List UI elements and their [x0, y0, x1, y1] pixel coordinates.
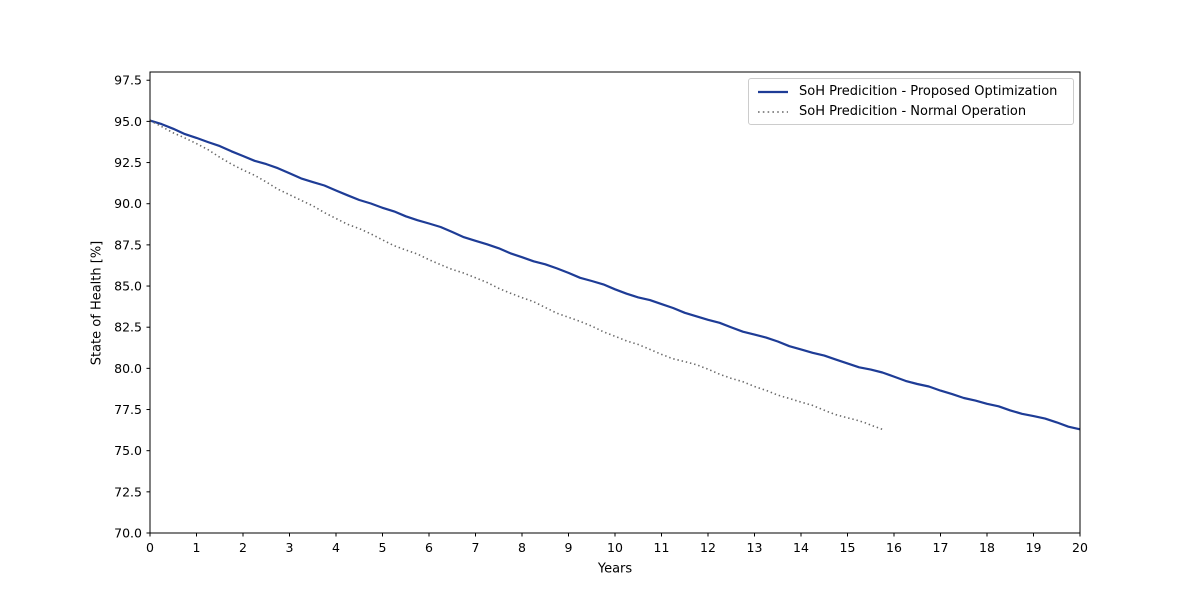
dotted-line-sample-icon	[758, 110, 788, 113]
series-line-normal-operation	[149, 119, 883, 431]
y-axis-label: State of Health [%]	[89, 240, 105, 366]
legend-label-normal-operation: SoH Predicition - Normal Operation	[799, 104, 1027, 119]
y-tick-label: 90.0	[114, 196, 142, 211]
x-tick-label: 1	[193, 540, 201, 555]
x-tick-label: 17	[933, 540, 949, 555]
y-tick-label: 97.5	[114, 73, 142, 88]
x-tick-label: 10	[607, 540, 623, 555]
plot-frame	[149, 71, 1081, 534]
x-tick-label: 11	[654, 540, 670, 555]
y-tick-label: 85.0	[114, 279, 142, 294]
y-tick-label: 72.5	[114, 484, 142, 499]
x-tick-label: 14	[793, 540, 809, 555]
y-tick-label: 92.5	[114, 155, 142, 170]
x-tick-label: 19	[1026, 540, 1042, 555]
y-tick-label: 95.0	[114, 114, 142, 129]
x-tick-label: 13	[747, 540, 763, 555]
x-tick-label: 9	[565, 540, 573, 555]
y-tick-label: 77.5	[114, 402, 142, 417]
y-tick-label: 87.5	[114, 237, 142, 252]
y-tick-label: 70.0	[114, 526, 142, 541]
solid-line-sample-icon	[758, 90, 788, 93]
legend-item-normal-operation: SoH Predicition - Normal Operation	[756, 102, 1067, 121]
series-line-proposed-optimization	[149, 119, 1081, 431]
x-tick-label: 7	[472, 540, 480, 555]
x-tick-label: 6	[425, 540, 433, 555]
x-tick-label: 0	[146, 540, 154, 555]
x-tick-label: 15	[840, 540, 856, 555]
x-tick-label: 5	[379, 540, 387, 555]
y-tick-label: 75.0	[114, 443, 142, 458]
x-tick-label: 16	[886, 540, 902, 555]
x-tick-label: 8	[518, 540, 526, 555]
x-tick-label: 4	[332, 540, 340, 555]
legend-item-proposed-optimization: SoH Predicition - Proposed Optimization	[756, 82, 1067, 101]
y-tick-label: 80.0	[114, 361, 142, 376]
legend-label-proposed-optimization: SoH Predicition - Proposed Optimization	[799, 84, 1058, 99]
x-tick-label: 12	[700, 540, 716, 555]
x-tick-label: 2	[239, 540, 247, 555]
x-tick-label: 3	[286, 540, 294, 555]
x-axis-label: Years	[597, 561, 633, 577]
legend: SoH Predicition - Proposed Optimization …	[748, 78, 1074, 125]
x-tick-label: 18	[979, 540, 995, 555]
x-tick-label: 20	[1072, 540, 1088, 555]
y-tick-label: 82.5	[114, 320, 142, 335]
